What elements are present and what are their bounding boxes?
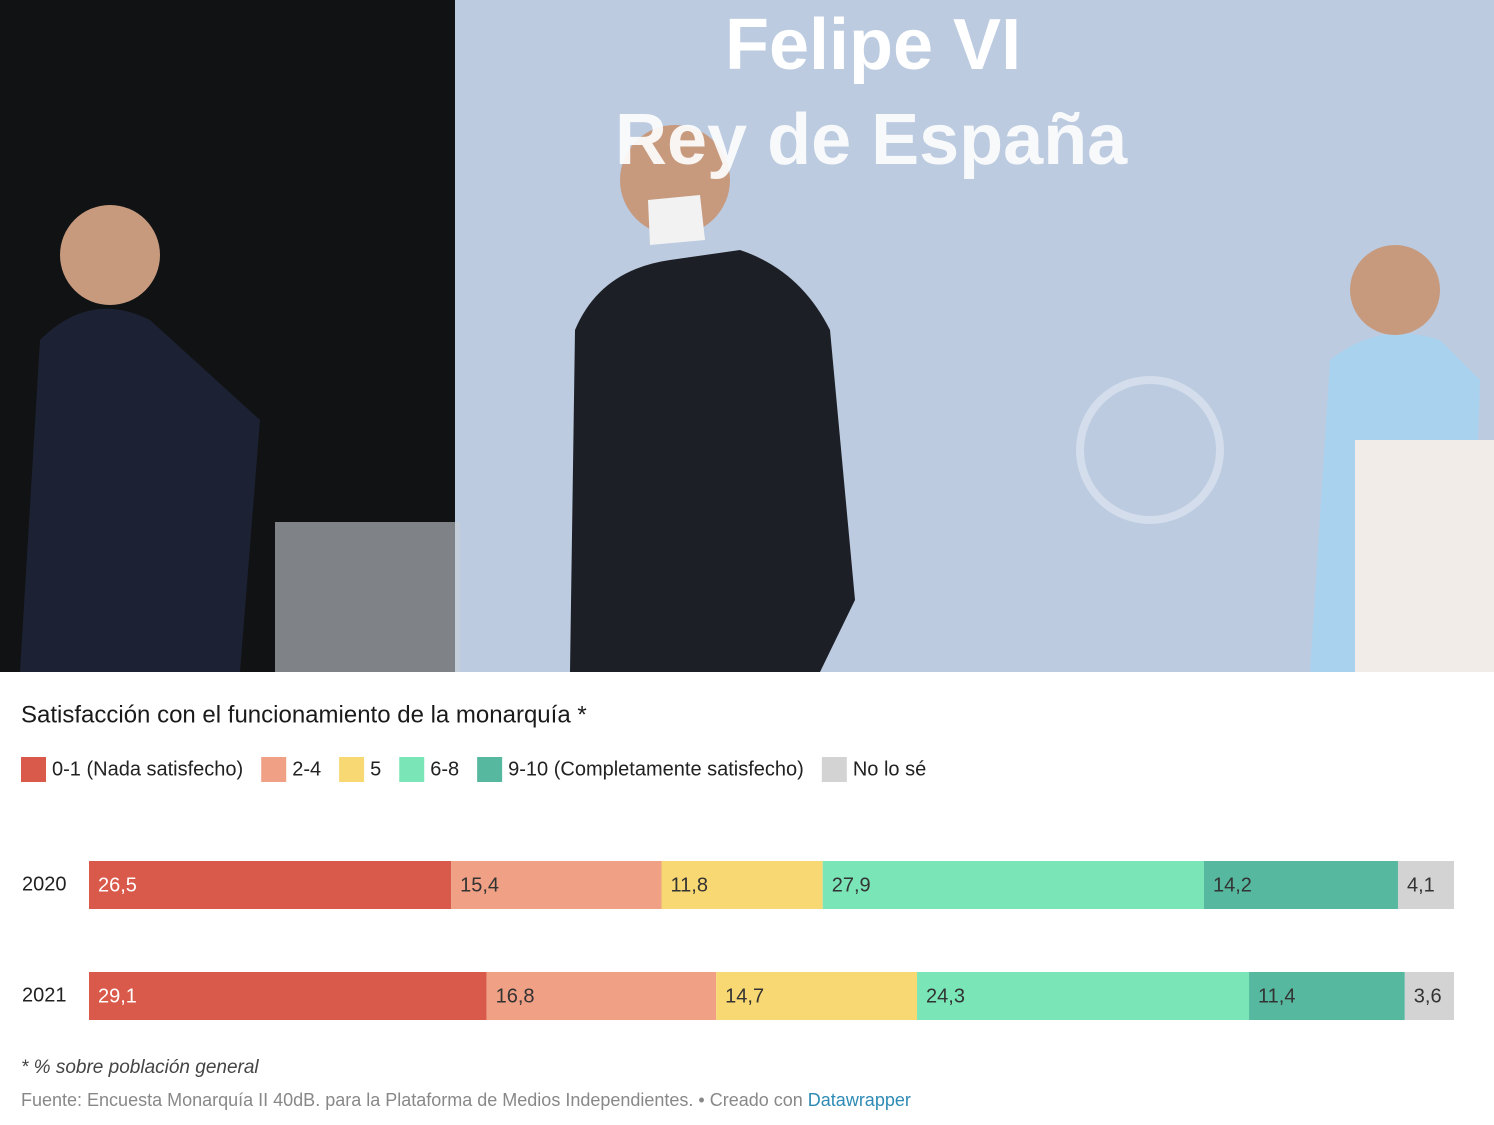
value-label: 15,4 <box>460 874 499 896</box>
photo-podium <box>1355 440 1494 672</box>
photo-headline: Rey de España <box>615 100 1128 180</box>
legend-label: 9-10 (Completamente satisfecho) <box>508 758 804 780</box>
bar-segment <box>1249 972 1405 1020</box>
photo-head-center <box>620 125 730 235</box>
bar-segment <box>89 972 487 1020</box>
value-label: 26,5 <box>98 874 137 896</box>
bar-segment <box>822 861 1204 909</box>
legend-swatch <box>21 757 46 782</box>
bar-segment <box>661 861 823 909</box>
credit-link[interactable]: Datawrapper <box>808 1090 911 1110</box>
bar-segment <box>716 972 918 1020</box>
value-label: 24,3 <box>926 985 965 1007</box>
legend-swatch <box>821 757 847 782</box>
photo-person-left <box>20 308 260 672</box>
chart-note: * % sobre población general <box>21 1057 259 1078</box>
value-label: 11,4 <box>1258 985 1295 1007</box>
value-label: 11,8 <box>671 874 708 896</box>
legend-label: No lo sé <box>853 758 926 780</box>
legend-swatch <box>477 757 503 782</box>
legend-label: 0-1 (Nada satisfecho) <box>52 758 243 780</box>
bar-segment <box>486 972 717 1020</box>
bar-segment <box>1397 861 1454 909</box>
bar-segment <box>1203 861 1398 909</box>
bar-segment <box>451 861 662 909</box>
legend-label: 5 <box>370 758 381 780</box>
value-label: 3,6 <box>1414 985 1442 1007</box>
value-label: 16,8 <box>496 985 535 1007</box>
photo-emblem <box>1076 376 1224 524</box>
chart-title: Satisfacción con el funcionamiento de la… <box>21 701 587 728</box>
photo-lectern <box>275 522 460 672</box>
value-label: 14,2 <box>1213 874 1252 896</box>
photo-headline: Felipe VI <box>725 5 1021 85</box>
legend-swatch <box>339 757 365 782</box>
bar-segment <box>1404 972 1454 1020</box>
y-tick-label: 2021 <box>22 984 67 1006</box>
value-label: 14,7 <box>725 985 764 1007</box>
bar-segment <box>917 972 1250 1020</box>
photo-mask <box>648 195 705 245</box>
legend-label: 2-4 <box>292 758 321 780</box>
value-label: 29,1 <box>98 985 137 1007</box>
photo-head-left <box>60 205 160 305</box>
bar-segment <box>89 861 452 909</box>
value-label: 4,1 <box>1407 874 1435 896</box>
legend-swatch <box>399 757 425 782</box>
photo-person-center <box>570 250 855 672</box>
y-tick-label: 2020 <box>22 873 67 895</box>
photo-head-right <box>1350 245 1440 335</box>
legend-swatch <box>261 757 287 782</box>
value-label: 27,9 <box>832 874 871 896</box>
chart-source: Fuente: Encuesta Monarquía II 40dB. para… <box>21 1090 803 1110</box>
legend-label: 6-8 <box>430 758 459 780</box>
photo: Felipe VI Rey de España <box>0 0 1494 672</box>
